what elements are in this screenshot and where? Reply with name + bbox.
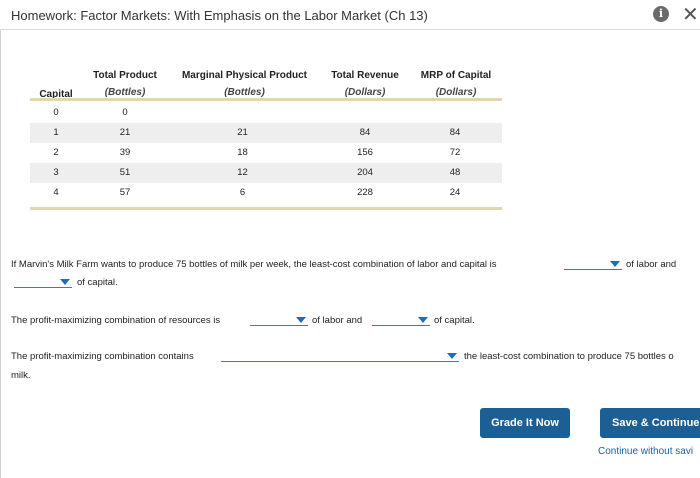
cell-capital: 4 [53,187,59,198]
save-and-continue-button[interactable]: Save & Continue [600,408,700,438]
cell-total-product: 21 [119,127,131,138]
cell-total-product: 0 [122,107,128,118]
header-total-product: Total Product [93,70,157,81]
header-total-revenue: Total Revenue [331,70,399,81]
cell-capital: 1 [53,127,59,138]
cell-total-revenue: 228 [357,187,373,198]
cell-total-product: 51 [119,167,131,178]
q2-labor-dropdown[interactable] [250,314,308,326]
cell-total-product: 57 [119,187,131,198]
cell-capital: 2 [53,147,59,158]
cell-total-revenue: 84 [359,127,371,138]
header-mrp-capital-unit: (Dollars) [435,87,477,98]
page-title: Homework: Factor Markets: With Emphasis … [11,8,428,23]
question-1-text: If Marvin's Milk Farm wants to produce 7… [11,259,497,270]
question-2-end: of capital. [434,315,475,326]
header-marginal-physical-product: Marginal Physical Product [181,70,308,81]
header-capital: Capital [39,89,73,100]
question-3-text: The profit-maximizing combination contai… [11,351,194,362]
q3-comparison-dropdown[interactable] [221,350,459,362]
table-row: 4 57 6 228 24 [30,183,502,203]
table-row: 1 21 21 84 84 [30,123,502,143]
header-total-product-unit: (Bottles) [104,87,146,98]
question-3-end-2: milk. [11,370,31,381]
header-mpp-unit: (Bottles) [224,87,265,98]
chevron-down-icon [418,317,428,323]
question-1-end: of capital. [77,277,118,288]
table-bottom-rule [30,207,502,210]
table-top-rule [30,98,502,101]
question-1-mid: of labor and [626,259,677,270]
table-row: 2 39 18 156 72 [30,143,502,163]
question-3-end: the least-cost combination to produce 75… [464,351,674,362]
close-icon[interactable]: ✕ [682,2,699,26]
cell-total-product: 39 [119,147,131,158]
q1-capital-dropdown[interactable] [14,276,72,288]
header-mrp-capital: MRP of Capital [420,70,492,81]
header-total-revenue-unit: (Dollars) [344,87,386,98]
header-bar: Homework: Factor Markets: With Emphasis … [0,0,700,30]
left-border [0,30,1,478]
cell-capital: 3 [53,167,59,178]
chevron-down-icon [296,317,306,323]
cell-mpp: 12 [237,167,248,178]
cell-mpp: 21 [237,127,248,138]
chevron-down-icon [610,261,620,267]
cell-mrp: 72 [449,147,461,158]
q1-labor-dropdown[interactable] [564,258,622,270]
table-row: 3 51 12 204 48 [30,163,502,183]
cell-capital: 0 [53,107,59,118]
continue-without-saving-link[interactable]: Continue without savi [598,446,694,457]
cell-mpp: 6 [239,187,246,198]
cell-mrp: 84 [449,127,461,138]
cell-mrp: 48 [449,167,461,178]
cell-total-revenue: 204 [357,167,373,178]
table-row: 0 0 [30,103,502,123]
grade-it-now-button[interactable]: Grade It Now [480,408,570,438]
q2-capital-dropdown[interactable] [372,314,430,326]
cell-total-revenue: 156 [357,147,373,158]
chevron-down-icon [447,353,457,359]
question-2-text: The profit-maximizing combination of res… [11,315,221,326]
info-icon[interactable]: i [653,6,669,22]
cell-mrp: 24 [449,187,461,198]
cell-mpp: 18 [237,147,248,158]
chevron-down-icon [60,279,70,285]
question-2-mid: of labor and [312,315,363,326]
